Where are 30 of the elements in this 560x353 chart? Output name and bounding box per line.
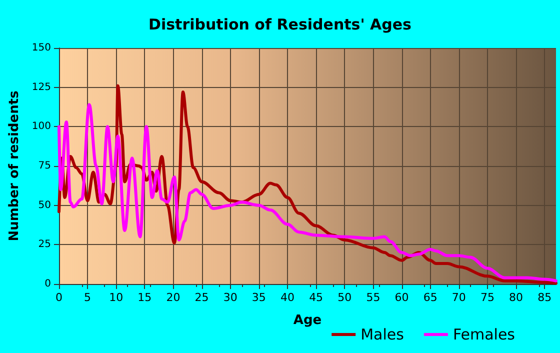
x-tick-label: 5 (84, 291, 92, 304)
x-tick-label: 50 (338, 291, 352, 304)
y-tick-label: 25 (38, 239, 51, 250)
x-tick-label: 85 (538, 291, 552, 304)
x-axis-title: Age (293, 313, 322, 328)
x-tick-label: 20 (166, 291, 180, 304)
y-tick-label: 150 (32, 42, 51, 54)
y-tick-label: 100 (32, 121, 51, 132)
x-tick-label: 40 (280, 291, 294, 304)
x-tick-label: 10 (109, 291, 124, 304)
x-tick-label: 70 (452, 291, 466, 304)
y-tick-label: 75 (38, 160, 51, 172)
x-tick-label: 60 (394, 291, 409, 304)
x-tick-label: 55 (366, 291, 380, 304)
y-axis-title: Number of residents (7, 90, 22, 242)
y-tick-label: 50 (38, 200, 51, 211)
x-tick-label: 30 (223, 291, 238, 304)
x-tick-label: 75 (480, 291, 494, 304)
x-tick-label: 65 (423, 291, 438, 304)
chart-title: Distribution of Residents' Ages (148, 16, 412, 34)
x-tick-label: 45 (309, 291, 324, 304)
x-tick-label: 15 (138, 291, 152, 304)
x-tick-label: 0 (55, 291, 62, 304)
legend-label: Females (452, 326, 516, 344)
legend-label: Males (360, 326, 404, 344)
y-tick-label: 0 (44, 278, 51, 290)
x-tick-label: 35 (252, 291, 266, 304)
y-tick-label: 125 (32, 82, 51, 93)
x-tick-label: 80 (509, 291, 524, 304)
x-tick-label: 25 (194, 291, 209, 304)
